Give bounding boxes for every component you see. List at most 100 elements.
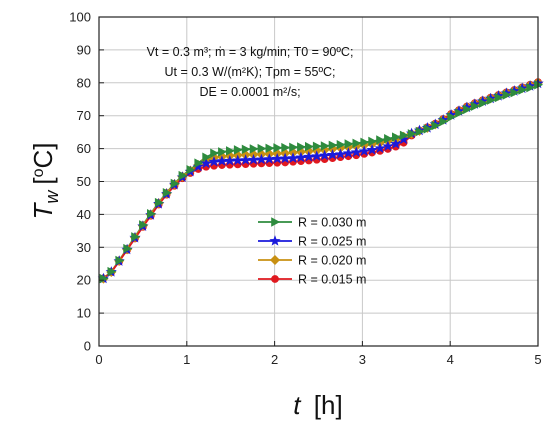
series-markers	[97, 77, 544, 284]
series-0-point	[399, 130, 409, 141]
series-0-point	[526, 83, 536, 93]
y-axis-unit-sup: o	[30, 168, 47, 177]
y-axis-sub: w	[42, 190, 62, 204]
y-tick-label: 10	[77, 306, 91, 321]
series-0-point	[289, 142, 299, 152]
x-axis-title: t [h]	[293, 390, 342, 420]
y-axis-title-group: Tw [oC]	[28, 142, 62, 219]
series-0-point	[360, 137, 370, 147]
series-0-point	[368, 136, 378, 147]
series-0-point	[170, 178, 180, 189]
y-tick-label: 100	[69, 10, 91, 25]
series-1-point	[342, 147, 354, 159]
series-0-point	[439, 116, 449, 127]
series-0-point	[123, 243, 133, 254]
y-axis-title: Tw [oC]	[28, 142, 62, 219]
series-0-point	[139, 220, 149, 230]
series-1-point	[366, 144, 378, 155]
series-0-point	[241, 144, 251, 154]
y-axis-unit-rest: C]	[28, 142, 58, 168]
series-0-point	[407, 129, 417, 139]
series-1-point	[334, 148, 347, 159]
series-0-point	[423, 124, 433, 134]
series-0-point	[273, 143, 283, 153]
series-0-point	[265, 143, 275, 153]
series-0-point	[107, 266, 117, 277]
legend-marker-0	[271, 217, 281, 227]
y-tick-label: 0	[84, 339, 91, 354]
series-0-point	[210, 148, 220, 158]
series-0-point	[518, 85, 528, 95]
series-0-point	[470, 101, 480, 111]
series-0-point	[297, 142, 307, 152]
y-tick-label: 40	[77, 207, 91, 222]
series-0-point	[431, 120, 441, 131]
legend-label-1: R = 0.025 m	[298, 235, 366, 249]
x-tick-label: 4	[447, 352, 454, 367]
series-0-point	[218, 147, 228, 157]
legend-marker-3	[271, 275, 279, 283]
series-0-point	[162, 188, 172, 198]
series-0-point	[115, 255, 125, 266]
legend-marker-2	[269, 254, 281, 266]
legend-label-0: R = 0.030 m	[298, 216, 366, 230]
series-0-point	[178, 170, 188, 181]
series-0-point	[352, 138, 362, 148]
series-0-point	[486, 95, 496, 105]
series-0-point	[336, 140, 346, 150]
series-line-2	[102, 81, 539, 280]
series-0-point	[194, 158, 204, 168]
legend: R = 0.030 m R = 0.025 m R = 0.020 m R = 0.0…	[258, 216, 366, 287]
series-1-point	[200, 157, 212, 169]
series-1-point	[358, 145, 370, 157]
annotation-line-1: Vt = 0.3 m³; ṁ = 3 kg/min; T0 = 90ºC;	[147, 45, 354, 59]
series-line-3	[102, 81, 539, 280]
series-0-point	[447, 112, 457, 122]
series-0-point	[415, 126, 425, 137]
series-0-point	[154, 197, 164, 208]
series-0-point	[281, 142, 291, 153]
series-0-point	[249, 144, 259, 154]
series-0-point	[502, 90, 512, 100]
series-0-point	[186, 165, 196, 175]
series-0-point	[233, 145, 243, 155]
legend-label-2: R = 0.020 m	[298, 254, 366, 268]
series-1-point	[382, 140, 394, 151]
y-tick-label: 20	[77, 273, 91, 288]
series-0-point	[312, 141, 322, 151]
annotation: Vt = 0.3 m³; ṁ = 3 kg/min; T0 = 90ºC; Ut…	[147, 45, 354, 99]
x-tick-label: 5	[534, 352, 541, 367]
series-0-point	[344, 139, 354, 149]
series-0-point	[463, 104, 473, 115]
y-axis-unit-open: [	[28, 177, 58, 185]
series-0-point	[494, 92, 504, 103]
y-axis-var: T	[28, 202, 58, 220]
axis-ticks	[98, 16, 539, 347]
series-lines	[102, 81, 539, 280]
series-0-point	[510, 88, 520, 98]
y-tick-label: 60	[77, 141, 91, 156]
y-tick-label: 30	[77, 240, 91, 255]
series-0-point	[304, 141, 314, 152]
y-tick-label: 70	[77, 108, 91, 123]
x-tick-label: 0	[95, 352, 102, 367]
annotation-line-2: Ut = 0.3 W/(m²K); Tpm = 55ºC;	[164, 65, 335, 79]
series-1-point	[350, 146, 362, 158]
series-0-point	[147, 209, 156, 219]
series-1-point	[374, 142, 386, 153]
series-0-point	[257, 143, 267, 154]
series-0-point	[391, 132, 401, 142]
series-0-point	[320, 141, 330, 151]
series-0-point	[202, 152, 212, 162]
annotation-line-3: DE = 0.0001 m²/s;	[199, 85, 300, 99]
series-0-point	[384, 134, 394, 144]
y-tick-label: 90	[77, 42, 91, 57]
x-tick-label: 3	[359, 352, 366, 367]
legend-label-3: R = 0.015 m	[298, 273, 366, 287]
x-axis-var: t	[293, 390, 302, 420]
series-0-point	[376, 135, 386, 145]
x-tick-label: 1	[183, 352, 190, 367]
series-0-point	[226, 146, 235, 156]
series-0-point	[455, 108, 465, 118]
